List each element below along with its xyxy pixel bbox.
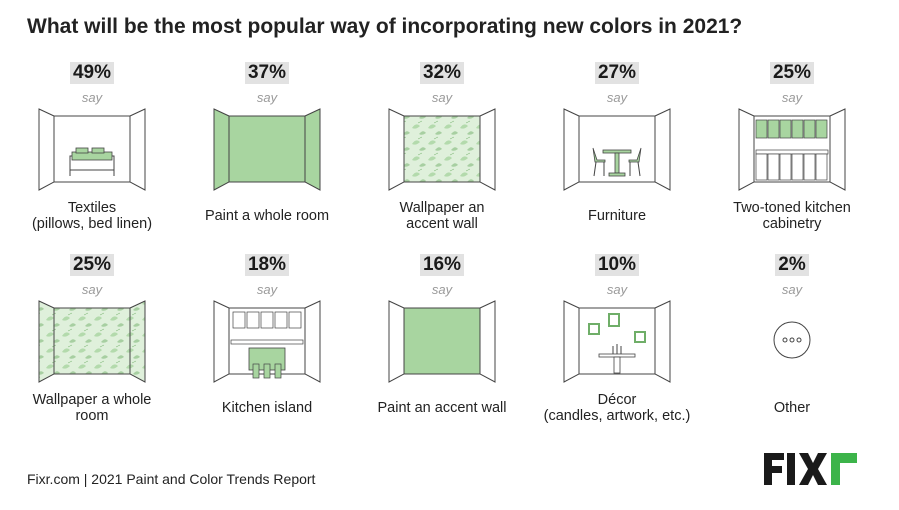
say-label: say bbox=[81, 90, 103, 105]
say-label: say bbox=[256, 282, 278, 297]
option-label-line1: Textiles bbox=[67, 200, 117, 216]
percentage-wrap: 37% bbox=[187, 62, 347, 84]
say-label: say bbox=[81, 282, 103, 297]
wallpaper-accent-wall-icon bbox=[388, 108, 496, 191]
percentage-value: 25% bbox=[769, 62, 815, 84]
option-label-line1: Décor bbox=[597, 392, 637, 408]
option-card: 49% say Textiles (pillows, bed linen) bbox=[12, 62, 172, 242]
fixr-logo bbox=[764, 453, 857, 485]
painted-room-icon bbox=[213, 108, 321, 191]
option-label-line2: cabinetry bbox=[762, 216, 822, 232]
option-label-line1: Other bbox=[773, 400, 811, 416]
option-label-line1: Two-toned kitchen bbox=[733, 200, 851, 216]
say-label: say bbox=[256, 90, 278, 105]
option-label-line1: Furniture bbox=[587, 208, 647, 224]
option-card: 37% say Paint a whole room bbox=[187, 62, 347, 242]
paint-accent-wall-icon bbox=[388, 300, 496, 383]
option-label: Kitchen island bbox=[177, 400, 357, 416]
option-card: 27% say Furniture bbox=[537, 62, 697, 242]
option-label-line1: Wallpaper an bbox=[399, 200, 485, 216]
percentage-value: 18% bbox=[244, 254, 290, 276]
option-label-line1: Wallpaper a whole bbox=[32, 392, 152, 408]
option-label: Paint an accent wall bbox=[352, 400, 532, 416]
percentage-wrap: 16% bbox=[362, 254, 522, 276]
percentage-value: 10% bbox=[594, 254, 640, 276]
option-card: 16% say Paint an accent wall bbox=[362, 254, 522, 434]
percentage-wrap: 27% bbox=[537, 62, 697, 84]
furniture-dining-icon bbox=[563, 108, 671, 191]
say-label: say bbox=[781, 282, 803, 297]
option-label-line1: Paint an accent wall bbox=[377, 400, 507, 416]
say-label: say bbox=[431, 282, 453, 297]
decor-frames-icon bbox=[563, 300, 671, 383]
option-label: Two-toned kitchen cabinetry bbox=[702, 200, 882, 232]
option-label-line2: accent wall bbox=[406, 216, 478, 232]
say-label: say bbox=[606, 90, 628, 105]
option-label: Décor (candles, artwork, etc.) bbox=[527, 392, 707, 424]
bed-room-icon bbox=[38, 108, 146, 191]
option-label-line2: room bbox=[75, 408, 109, 424]
percentage-wrap: 25% bbox=[712, 62, 872, 84]
percentage-value: 2% bbox=[775, 254, 809, 276]
say-label: say bbox=[781, 90, 803, 105]
percentage-value: 32% bbox=[419, 62, 465, 84]
option-card: 10% say Décor (candles, artwork, etc.) bbox=[537, 254, 697, 434]
percentage-wrap: 25% bbox=[12, 254, 172, 276]
percentage-wrap: 32% bbox=[362, 62, 522, 84]
option-card: 32% say Wallpaper an accent wall bbox=[362, 62, 522, 242]
percentage-wrap: 18% bbox=[187, 254, 347, 276]
percentage-wrap: 49% bbox=[12, 62, 172, 84]
say-label: say bbox=[606, 282, 628, 297]
source-footer: Fixr.com | 2021 Paint and Color Trends R… bbox=[27, 471, 316, 487]
option-label: Other bbox=[702, 400, 882, 416]
say-label: say bbox=[431, 90, 453, 105]
option-label: Textiles (pillows, bed linen) bbox=[2, 200, 182, 232]
option-label: Furniture bbox=[527, 208, 707, 224]
chart-title: What will be the most popular way of inc… bbox=[27, 15, 743, 38]
option-label: Wallpaper an accent wall bbox=[352, 200, 532, 232]
percentage-value: 25% bbox=[69, 254, 115, 276]
percentage-wrap: 2% bbox=[712, 254, 872, 276]
option-card: 25% say Two-toned kitchen cabinetry bbox=[712, 62, 872, 242]
percentage-value: 37% bbox=[244, 62, 290, 84]
kitchen-island-icon bbox=[213, 300, 321, 383]
option-label: Paint a whole room bbox=[177, 208, 357, 224]
option-label: Wallpaper a whole room bbox=[2, 392, 182, 424]
option-label-line2: (pillows, bed linen) bbox=[31, 216, 153, 232]
other-dots-icon bbox=[773, 321, 811, 359]
percentage-value: 49% bbox=[69, 62, 115, 84]
percentage-value: 16% bbox=[419, 254, 465, 276]
option-card: 18% say Kitchen island bbox=[187, 254, 347, 434]
option-label-line1: Paint a whole room bbox=[204, 208, 330, 224]
option-card: 2% say Other bbox=[712, 254, 872, 434]
option-label-line1: Kitchen island bbox=[221, 400, 313, 416]
percentage-value: 27% bbox=[594, 62, 640, 84]
option-card: 25% say Wallpaper a whole room bbox=[12, 254, 172, 434]
option-label-line2: (candles, artwork, etc.) bbox=[543, 408, 691, 424]
kitchen-cabinetry-icon bbox=[738, 108, 846, 191]
percentage-wrap: 10% bbox=[537, 254, 697, 276]
wallpaper-room-icon bbox=[38, 300, 146, 383]
